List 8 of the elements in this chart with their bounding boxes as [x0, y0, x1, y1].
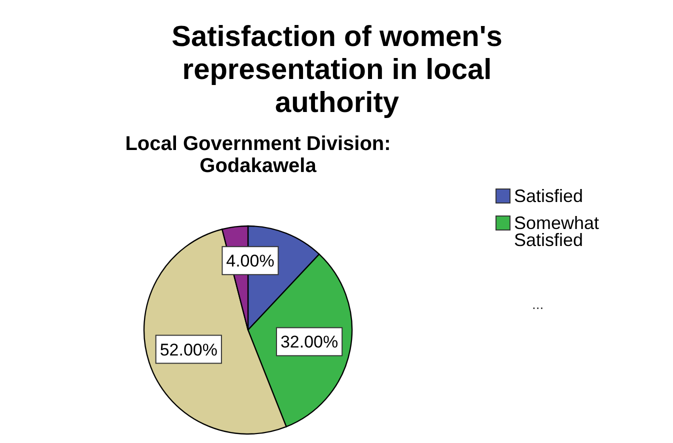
data-label: 32.00% [280, 332, 338, 352]
data-label: 52.00% [160, 340, 218, 360]
chart-subtitle: Local Government Division: Godakawela [125, 133, 391, 177]
data-label: 4.00% [226, 252, 274, 271]
text: ... [532, 296, 544, 312]
legend-label: Satisfied [514, 186, 584, 206]
chart-title: Satisfaction of women's representation in local authority [172, 21, 502, 119]
legend-label: Somewhat Satisfied [514, 213, 600, 250]
